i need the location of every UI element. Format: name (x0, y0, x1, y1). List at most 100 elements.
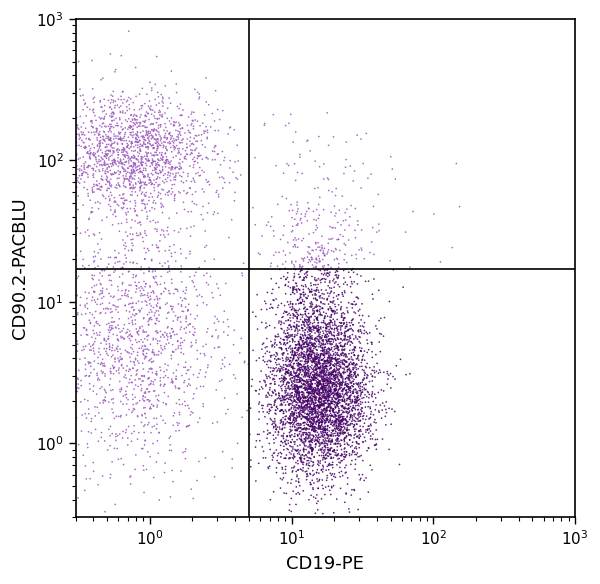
Point (118, 87, 127, 96)
Point (294, 343, 304, 353)
Point (137, 160, 147, 169)
Point (227, 215, 236, 224)
Point (113, 144, 122, 154)
Point (119, 334, 129, 343)
Point (131, 187, 140, 197)
Point (319, 359, 329, 369)
Point (345, 392, 355, 402)
Point (100, 166, 110, 176)
Point (295, 453, 304, 463)
Point (370, 373, 380, 382)
Point (332, 343, 341, 353)
Point (292, 322, 301, 332)
Point (293, 364, 303, 374)
Point (370, 440, 379, 450)
Point (134, 330, 143, 339)
Point (305, 405, 314, 414)
Point (106, 166, 115, 175)
Point (173, 134, 183, 144)
Point (314, 411, 323, 420)
Point (317, 465, 326, 474)
Point (326, 453, 336, 462)
Point (73, 165, 83, 174)
Point (292, 400, 301, 409)
Point (144, 320, 154, 329)
Point (312, 385, 322, 394)
Point (136, 182, 145, 192)
Point (130, 392, 140, 402)
Point (130, 421, 139, 430)
Point (272, 367, 282, 376)
Point (384, 445, 394, 454)
Point (283, 323, 292, 332)
Point (297, 436, 307, 446)
Point (106, 141, 116, 151)
Point (338, 290, 347, 299)
Point (80, 353, 90, 363)
Point (319, 340, 328, 349)
Point (124, 292, 133, 301)
Point (340, 360, 349, 370)
Point (305, 344, 315, 353)
Point (366, 421, 376, 430)
Point (326, 339, 335, 348)
Point (163, 155, 172, 164)
Point (321, 425, 331, 434)
Point (92, 371, 102, 380)
Point (329, 361, 339, 371)
Point (297, 281, 307, 290)
Point (224, 322, 233, 331)
Point (343, 405, 353, 414)
Point (271, 422, 280, 432)
Point (148, 160, 157, 169)
Point (332, 341, 342, 350)
Point (121, 158, 131, 167)
Point (334, 366, 343, 375)
Point (292, 356, 301, 365)
Point (203, 126, 212, 135)
Point (356, 390, 366, 399)
Point (187, 119, 197, 128)
Point (329, 385, 339, 395)
Point (293, 375, 302, 384)
Point (178, 338, 187, 347)
Point (293, 321, 303, 331)
Point (149, 413, 159, 423)
Point (302, 397, 311, 406)
Point (322, 364, 331, 373)
Point (331, 435, 341, 444)
Point (271, 396, 280, 405)
Point (305, 332, 315, 342)
Point (288, 466, 298, 475)
Point (139, 392, 148, 401)
Point (361, 129, 371, 138)
Point (119, 176, 129, 186)
Point (301, 378, 311, 387)
Point (277, 463, 287, 472)
Point (318, 417, 328, 426)
Point (161, 371, 170, 380)
Point (289, 486, 298, 496)
Point (333, 408, 343, 418)
Point (78, 169, 88, 178)
Point (294, 401, 304, 411)
Point (305, 402, 315, 411)
Point (128, 230, 137, 239)
Point (80, 142, 90, 151)
Point (201, 340, 211, 349)
Point (306, 400, 316, 409)
Point (327, 432, 337, 441)
Point (338, 376, 347, 385)
Point (337, 428, 347, 437)
Point (338, 385, 347, 394)
Point (310, 395, 319, 404)
Point (306, 303, 316, 312)
Point (309, 404, 319, 413)
Point (339, 452, 349, 461)
Point (290, 304, 299, 314)
Point (329, 293, 338, 303)
Point (296, 360, 305, 369)
Point (313, 496, 323, 506)
Point (138, 141, 148, 151)
Point (202, 153, 212, 162)
